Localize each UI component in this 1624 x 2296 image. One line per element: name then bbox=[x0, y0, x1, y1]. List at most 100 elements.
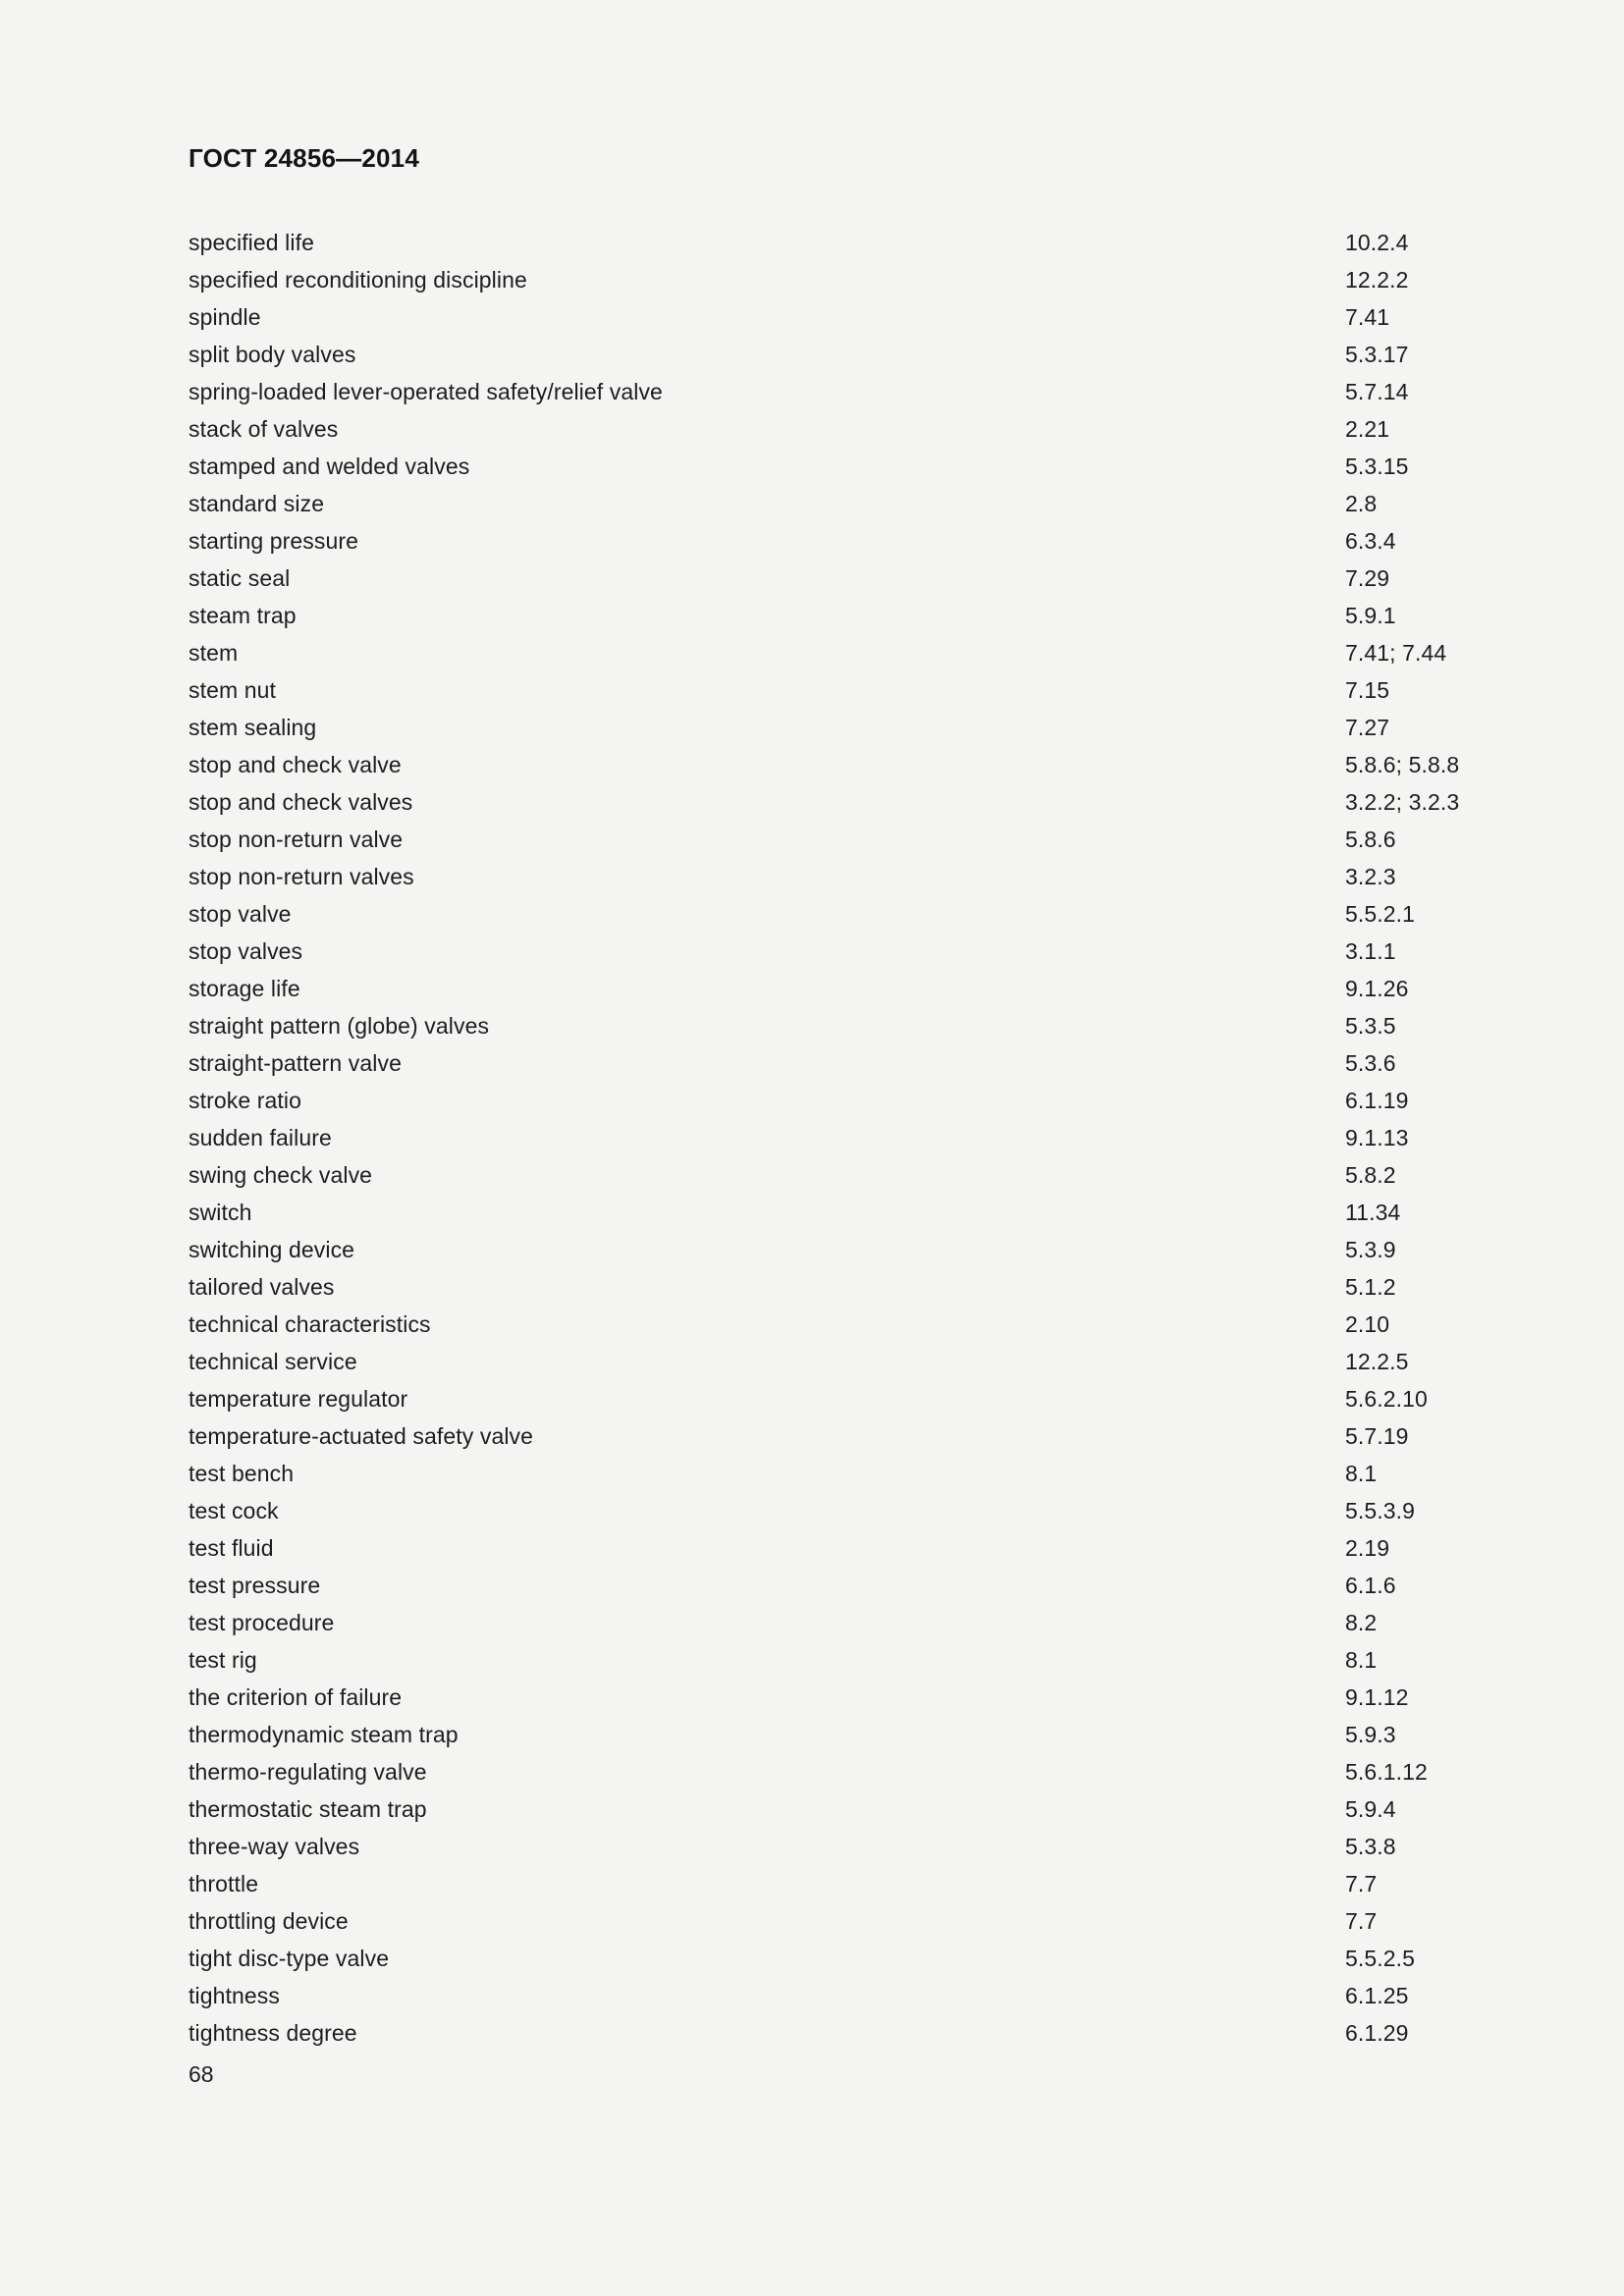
index-entry-row: temperature-actuated safety valve 5.7.19 bbox=[189, 1417, 1435, 1455]
index-entry-term: specified reconditioning discipline bbox=[189, 267, 527, 293]
index-entry-reference: 5.3.9 bbox=[1345, 1237, 1396, 1262]
index-entry-term: test bench bbox=[189, 1461, 295, 1486]
index-entry-reference: 7.15 bbox=[1345, 677, 1390, 703]
index-entry-reference: 3.1.1 bbox=[1345, 938, 1396, 964]
index-entry-reference: 5.8.2 bbox=[1345, 1162, 1396, 1188]
index-entry-reference: 7.7 bbox=[1345, 1908, 1378, 1934]
index-entry-row: throttling device 7.7 bbox=[189, 1902, 1435, 1940]
index-entry-row: test bench 8.1 bbox=[189, 1455, 1435, 1492]
index-entry-term: straight-pattern valve bbox=[189, 1050, 402, 1076]
index-entry-term: stroke ratio bbox=[189, 1088, 301, 1113]
index-entry-term: stop and check valve bbox=[189, 752, 402, 777]
index-entry-term: sudden failure bbox=[189, 1125, 332, 1150]
index-entry-row: test cock 5.5.3.9 bbox=[189, 1492, 1435, 1529]
index-entry-term: thermostatic steam trap bbox=[189, 1796, 427, 1822]
index-entry-term: stop and check valves bbox=[189, 789, 413, 815]
index-entry-term: switching device bbox=[189, 1237, 355, 1262]
index-entry-term: stem nut bbox=[189, 677, 277, 703]
index-entry-row: test procedure 8.2 bbox=[189, 1604, 1435, 1641]
index-entry-term: stop valve bbox=[189, 901, 292, 927]
index-entry-reference: 5.7.19 bbox=[1345, 1423, 1409, 1449]
index-entry-reference: 10.2.4 bbox=[1345, 230, 1409, 255]
index-entry-reference: 7.41 bbox=[1345, 304, 1390, 330]
index-entry-reference: 7.41; 7.44 bbox=[1345, 640, 1447, 666]
index-entry-row: stop and check valve 5.8.6; 5.8.8 bbox=[189, 746, 1459, 783]
index-entry-reference: 5.6.2.10 bbox=[1345, 1386, 1428, 1412]
index-entry-row: test fluid 2.19 bbox=[189, 1529, 1435, 1567]
index-entry-term: throttling device bbox=[189, 1908, 349, 1934]
index-entry-reference: 5.8.6 bbox=[1345, 827, 1396, 852]
index-entry-row: stack of valves 2.21 bbox=[189, 410, 1435, 448]
index-entry-term: swing check valve bbox=[189, 1162, 373, 1188]
index-entry-reference: 6.1.19 bbox=[1345, 1088, 1409, 1113]
index-entry-reference: 9.1.12 bbox=[1345, 1684, 1409, 1710]
index-entry-row: stem nut 7.15 bbox=[189, 671, 1435, 709]
index-entry-row: swing check valve 5.8.2 bbox=[189, 1156, 1435, 1194]
index-entry-reference: 2.8 bbox=[1345, 491, 1378, 516]
index-entry-reference: 5.3.17 bbox=[1345, 342, 1409, 367]
page-number: 68 bbox=[189, 2061, 214, 2087]
index-entry-term: temperature regulator bbox=[189, 1386, 408, 1412]
index-entry-reference: 5.9.3 bbox=[1345, 1722, 1396, 1747]
page-header-standard-number: ГОСТ 24856—2014 bbox=[189, 143, 419, 173]
index-entry-reference: 5.3.8 bbox=[1345, 1834, 1396, 1859]
index-entry-term: spring-loaded lever-operated safety/reli… bbox=[189, 379, 663, 404]
index-entry-row: tightness 6.1.25 bbox=[189, 1977, 1435, 2014]
index-entry-term: stop non-return valves bbox=[189, 864, 414, 889]
index-entry-reference: 6.1.29 bbox=[1345, 2020, 1409, 2046]
index-entry-reference: 8.1 bbox=[1345, 1461, 1378, 1486]
index-entry-row: stop valve 5.5.2.1 bbox=[189, 895, 1435, 933]
index-entry-term: stem sealing bbox=[189, 715, 317, 740]
index-entry-reference: 5.5.3.9 bbox=[1345, 1498, 1416, 1523]
index-entry-row: test pressure 6.1.6 bbox=[189, 1567, 1435, 1604]
index-entry-term: technical service bbox=[189, 1349, 357, 1374]
index-entry-term: stem bbox=[189, 640, 239, 666]
index-entry-reference: 2.10 bbox=[1345, 1311, 1390, 1337]
index-entry-row: thermo-regulating valve 5.6.1.12 bbox=[189, 1753, 1435, 1790]
index-entry-row: throttle 7.7 bbox=[189, 1865, 1435, 1902]
index-entry-reference: 6.1.6 bbox=[1345, 1573, 1396, 1598]
index-entry-term: specified life bbox=[189, 230, 314, 255]
index-entry-row: specified reconditioning discipline 12.2.… bbox=[189, 261, 1435, 298]
index-entry-row: tailored valves 5.1.2 bbox=[189, 1268, 1435, 1306]
index-entry-reference: 11.34 bbox=[1345, 1200, 1401, 1225]
index-entry-term: straight pattern (globe) valves bbox=[189, 1013, 490, 1039]
index-entry-reference: 5.3.5 bbox=[1345, 1013, 1396, 1039]
index-entry-term: tailored valves bbox=[189, 1274, 335, 1300]
index-entry-row: stop non-return valve 5.8.6 bbox=[189, 821, 1435, 858]
index-entry-reference: 5.7.14 bbox=[1345, 379, 1409, 404]
index-entry-row: stop non-return valves 3.2.3 bbox=[189, 858, 1435, 895]
index-entry-row: switch 11.34 bbox=[189, 1194, 1435, 1231]
index-entry-reference: 5.1.2 bbox=[1345, 1274, 1396, 1300]
index-entry-row: stem sealing 7.27 bbox=[189, 709, 1435, 746]
index-entry-reference: 12.2.2 bbox=[1345, 267, 1409, 293]
index-entry-reference: 12.2.5 bbox=[1345, 1349, 1409, 1374]
index-entry-term: thermodynamic steam trap bbox=[189, 1722, 459, 1747]
index-entry-term: test fluid bbox=[189, 1535, 274, 1561]
index-entry-row: stamped and welded valves 5.3.15 bbox=[189, 448, 1435, 485]
index-entry-row: split body valves 5.3.17 bbox=[189, 336, 1435, 373]
index-entry-row: stop and check valves 3.2.2; 3.2.3 bbox=[189, 783, 1459, 821]
index-entry-term: standard size bbox=[189, 491, 325, 516]
index-entry-reference: 2.21 bbox=[1345, 416, 1390, 442]
index-entry-row: static seal 7.29 bbox=[189, 560, 1435, 597]
index-entry-term: steam trap bbox=[189, 603, 297, 628]
index-entry-reference: 5.3.6 bbox=[1345, 1050, 1396, 1076]
index-entry-row: spindle 7.41 bbox=[189, 298, 1435, 336]
index-entry-reference: 8.2 bbox=[1345, 1610, 1378, 1635]
index-entry-term: test pressure bbox=[189, 1573, 321, 1598]
index-entry-term: test cock bbox=[189, 1498, 279, 1523]
index-entry-row: starting pressure 6.3.4 bbox=[189, 522, 1435, 560]
index-entry-reference: 3.2.3 bbox=[1345, 864, 1396, 889]
index-entry-term: switch bbox=[189, 1200, 252, 1225]
index-entry-term: test rig bbox=[189, 1647, 257, 1673]
index-entry-term: tight disc-type valve bbox=[189, 1946, 390, 1971]
index-entry-term: static seal bbox=[189, 565, 291, 591]
index-entry-row: switching device 5.3.9 bbox=[189, 1231, 1435, 1268]
index-entry-reference: 5.3.15 bbox=[1345, 454, 1409, 479]
index-entry-row: thermodynamic steam trap 5.9.3 bbox=[189, 1716, 1435, 1753]
index-entry-row: stem 7.41; 7.44 bbox=[189, 634, 1446, 671]
index-entry-term: spindle bbox=[189, 304, 261, 330]
index-entry-reference: 9.1.26 bbox=[1345, 976, 1409, 1001]
